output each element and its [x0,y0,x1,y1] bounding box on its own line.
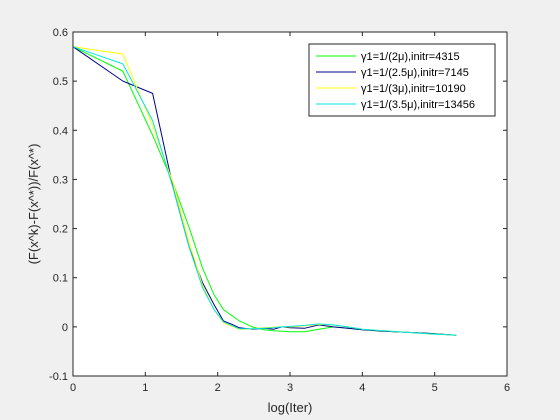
series-line-4 [72,46,457,336]
legend-label-3: γ1=1/(3μ),initr=10190 [361,83,466,95]
y-tick-label: 0 [62,322,68,334]
legend: γ1=1/(2μ),initr=4315 γ1=1/(2.5μ),initr=71… [308,43,496,117]
x-tick-label: 4 [359,382,365,394]
y-tick-label: 0.4 [53,125,68,137]
x-axis-label: log(Iter) [268,400,313,415]
legend-label-1: γ1=1/(2μ),initr=4315 [361,51,460,63]
x-tick-label: 1 [142,382,148,394]
y-tick-label: 0.3 [53,174,68,186]
y-tick-label: 0.1 [53,273,68,285]
x-tick-label: 6 [504,382,510,394]
y-tick-label: 0.2 [53,224,68,236]
y-tick-label: 0.5 [53,76,68,88]
legend-label-2: γ1=1/(2.5μ),initr=7145 [361,67,469,79]
x-tick-label: 0 [70,382,76,394]
y-axis-label: (F(x^k)-F(x^*))/F(x^*) [26,144,41,265]
x-tick-label: 5 [432,382,438,394]
x-tick-label: 3 [287,382,293,394]
legend-label-4: γ1=1/(3.5μ),initr=13456 [361,99,475,111]
y-tick-label: 0.6 [53,27,68,39]
x-tick-label: 2 [215,382,221,394]
y-tick-label: -0.1 [49,371,68,383]
